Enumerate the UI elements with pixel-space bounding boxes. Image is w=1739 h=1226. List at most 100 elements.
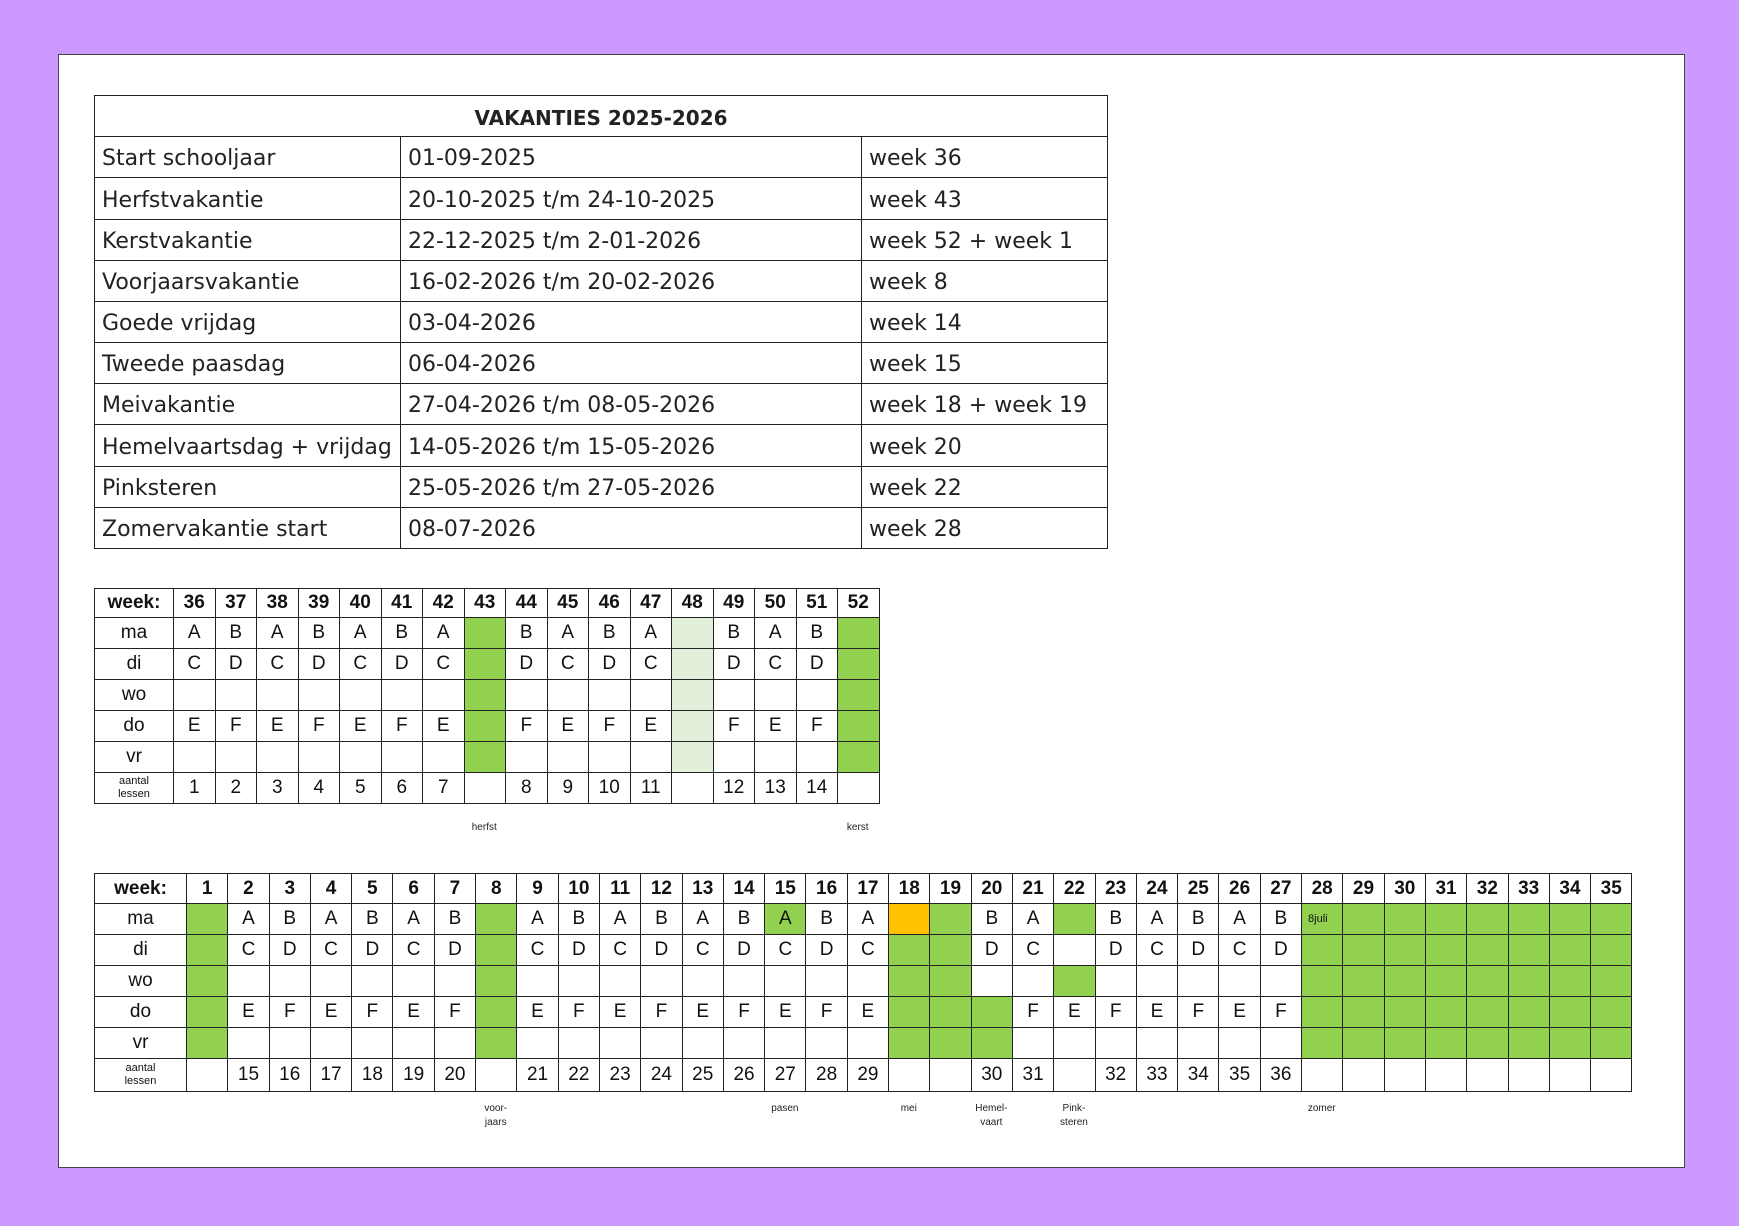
lesson-count <box>1507 1058 1550 1092</box>
day-cell <box>671 710 714 742</box>
day-cell: B <box>557 903 600 935</box>
lesson-count: 14 <box>795 772 838 804</box>
day-cell <box>516 965 559 997</box>
day-cell <box>754 679 797 711</box>
week-note: mei <box>900 1103 917 1114</box>
day-cell <box>588 741 631 773</box>
lesson-count: 34 <box>1177 1058 1220 1092</box>
day-cell: A <box>516 903 559 935</box>
day-cell <box>795 741 838 773</box>
day-cell: A <box>309 903 353 935</box>
day-cell: B <box>297 617 340 649</box>
day-cell <box>505 679 548 711</box>
day-label: do <box>94 996 187 1028</box>
day-cell <box>1094 965 1137 997</box>
lessons-label: aantal lessen <box>94 1058 187 1092</box>
lesson-count: 12 <box>712 772 755 804</box>
lesson-count: 31 <box>1011 1058 1055 1092</box>
week-number: 22 <box>1053 873 1096 904</box>
day-cell <box>1218 1027 1261 1059</box>
day-cell: D <box>722 934 766 966</box>
lesson-count <box>185 1058 229 1092</box>
day-cell <box>1301 1027 1344 1059</box>
day-cell <box>256 679 299 711</box>
day-cell: B <box>380 617 423 649</box>
day-cell <box>805 1027 848 1059</box>
vacation-week: week 18 + week 19 <box>860 383 1109 426</box>
vacation-name: Meivakantie <box>94 383 401 426</box>
day-cell: F <box>433 996 477 1028</box>
day-cell <box>1342 965 1385 997</box>
vacation-date: 06-04-2026 <box>400 342 862 385</box>
day-cell: E <box>1135 996 1179 1028</box>
day-cell <box>764 965 807 997</box>
day-cell <box>475 934 518 966</box>
week-number: 36 <box>173 588 216 618</box>
lesson-count: 9 <box>546 772 589 804</box>
day-cell: E <box>422 710 465 742</box>
day-cell <box>475 965 518 997</box>
day-cell <box>1342 903 1385 935</box>
day-cell <box>671 648 714 680</box>
day-cell: D <box>1094 934 1137 966</box>
day-cell <box>837 710 880 742</box>
day-cell <box>309 965 353 997</box>
day-cell: E <box>339 710 382 742</box>
lesson-count: 21 <box>516 1058 559 1092</box>
day-cell: D <box>640 934 683 966</box>
day-cell <box>339 679 382 711</box>
week-number: 6 <box>392 873 435 904</box>
date-note: 8juli <box>1308 913 1328 925</box>
day-cell <box>1466 1027 1509 1059</box>
week-number: 31 <box>1424 873 1468 904</box>
day-cell: F <box>805 996 848 1028</box>
week-number: 15 <box>764 873 807 904</box>
day-cell <box>1383 903 1426 935</box>
vacation-name: Tweede paasdag <box>94 342 401 385</box>
day-cell <box>681 965 724 997</box>
day-cell: C <box>598 934 642 966</box>
day-row-wo: wo <box>94 965 1633 997</box>
vacation-row: Tweede paasdag 06-04-2026 week 15 <box>94 342 1109 385</box>
day-cell <box>475 903 518 935</box>
day-cell: C <box>256 648 299 680</box>
day-cell <box>1548 996 1592 1028</box>
day-cell <box>1424 903 1468 935</box>
day-cell <box>463 679 506 711</box>
day-cell: B <box>805 903 848 935</box>
day-cell: D <box>297 648 340 680</box>
day-cell <box>1135 1027 1179 1059</box>
day-cell: A <box>227 903 270 935</box>
vacation-week: week 36 <box>860 136 1109 179</box>
vacation-name: Zomervakantie start <box>94 506 401 550</box>
day-cell <box>970 996 1013 1028</box>
day-cell <box>380 741 423 773</box>
vacation-date: 14-05-2026 t/m 15-05-2026 <box>400 424 862 467</box>
lesson-count <box>929 1058 972 1092</box>
week-number: 43 <box>463 588 506 618</box>
day-cell <box>1590 1027 1633 1059</box>
day-cell <box>1053 1027 1096 1059</box>
day-cell: C <box>309 934 353 966</box>
day-cell <box>185 996 229 1028</box>
day-cell: D <box>805 934 848 966</box>
day-cell: A <box>764 903 807 935</box>
week-number: 7 <box>433 873 477 904</box>
lesson-count: 6 <box>380 772 423 804</box>
week-number: 42 <box>422 588 465 618</box>
week-note: voor-jaars <box>484 1103 508 1128</box>
day-cell: C <box>227 934 270 966</box>
day-cell <box>297 741 340 773</box>
day-cell: E <box>309 996 353 1028</box>
week-note: zomer <box>1307 1103 1336 1114</box>
week-number: 30 <box>1383 873 1426 904</box>
vacation-name: Herfstvakantie <box>94 177 401 220</box>
vacation-row: Kerstvakantie 22-12-2025 t/m 2-01-2026 wee… <box>94 218 1109 261</box>
lesson-count: 15 <box>227 1058 270 1092</box>
vacation-date: 25-05-2026 t/m 27-05-2026 <box>400 465 862 508</box>
page: VAKANTIES 2025-2026 Start schooljaar 01-0… <box>58 54 1685 1168</box>
lesson-count: 26 <box>722 1058 766 1092</box>
vacation-week: week 43 <box>860 177 1109 220</box>
day-cell: E <box>227 996 270 1028</box>
day-cell <box>598 965 642 997</box>
